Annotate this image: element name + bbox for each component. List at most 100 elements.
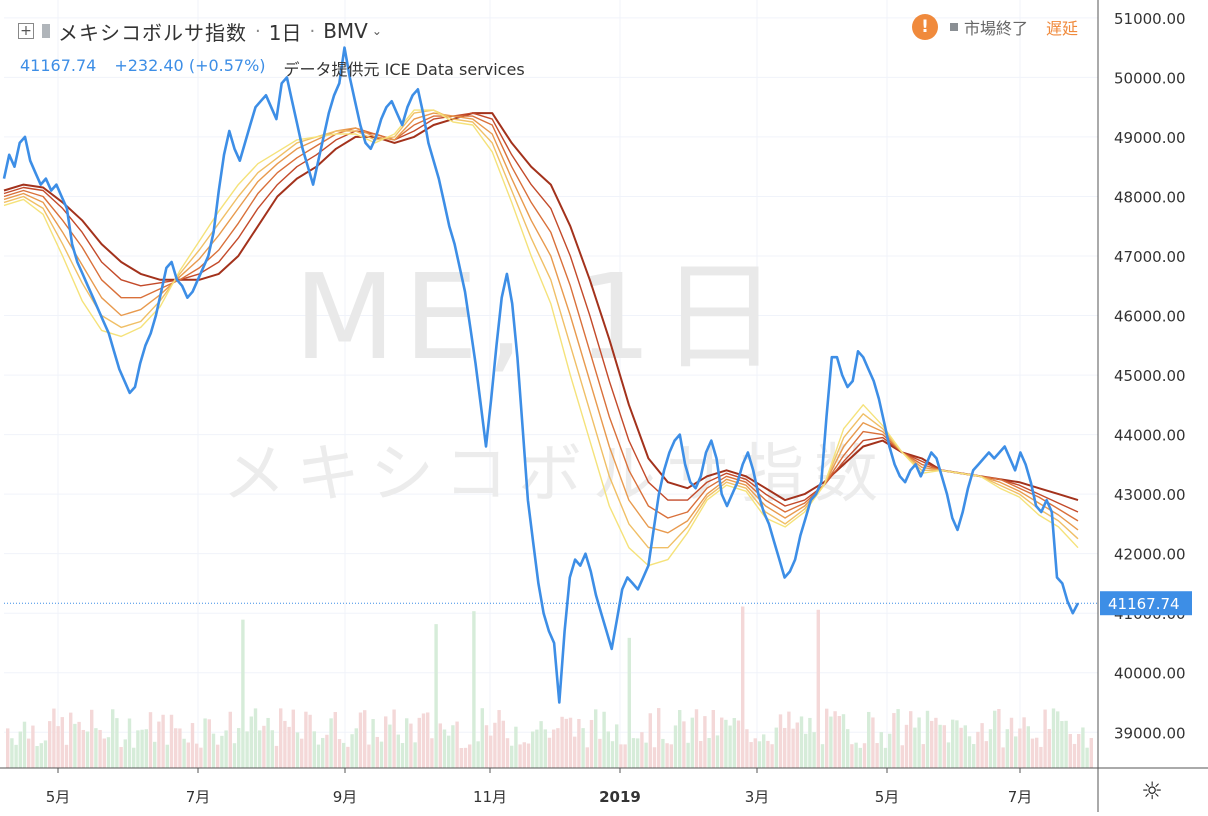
volume-bar (909, 711, 913, 768)
watermark-small: メキシコボルサ指数 (222, 438, 888, 512)
volume-bar (867, 711, 871, 768)
volume-bar (295, 732, 300, 768)
volume-bar (329, 718, 333, 768)
volume-bar (123, 739, 127, 768)
price-change: +232.40 (+0.57%) (114, 56, 266, 75)
volume-bar (707, 738, 711, 768)
volume-bar (1056, 711, 1060, 768)
last-price-tag (1100, 591, 1192, 616)
volume-bar (18, 731, 22, 768)
volume-bar (119, 747, 123, 768)
y-tick-label: 49000.00 (1114, 129, 1186, 147)
volume-bar (682, 721, 686, 768)
volume-bar (560, 716, 564, 768)
exchange-label[interactable]: BMV (323, 19, 368, 43)
volume-bar (442, 729, 447, 768)
delayed-label[interactable]: 遅延 (1046, 19, 1079, 38)
volume-bar (812, 732, 816, 768)
volume-bar (770, 744, 774, 768)
volume-bar (81, 729, 85, 768)
volume-bar (728, 725, 732, 768)
data-provider: データ提供元 ICE Data services (283, 60, 525, 79)
volume-bar (703, 716, 707, 768)
volume-bar (106, 737, 111, 768)
volume-bar (846, 729, 850, 768)
volume-bar (463, 747, 468, 768)
volume-bar (1047, 728, 1051, 768)
volume-bar (64, 744, 69, 768)
volume-bar (1072, 743, 1077, 768)
volume-bar (6, 728, 10, 768)
volume-bar (333, 711, 337, 768)
symbol-row: + メキシコボルサ指数 · 1日 · BMV ⌄ (18, 16, 382, 46)
volume-bar (963, 725, 967, 768)
symbol-name[interactable]: メキシコボルサ指数 (58, 20, 247, 45)
volume-bar (778, 714, 783, 768)
volume-bar (52, 708, 56, 768)
volume-bar (619, 744, 623, 768)
volume-bar (745, 729, 749, 768)
volume-bar (434, 624, 438, 768)
volume-bar (232, 743, 237, 768)
volume-bar (447, 735, 451, 768)
y-tick-label: 51000.00 (1114, 10, 1186, 28)
interval-label[interactable]: 1日 (268, 20, 302, 45)
volume-bar (955, 720, 959, 768)
price-line (2, 46, 1080, 704)
volume-bar (501, 720, 505, 768)
volume-bar (606, 731, 610, 768)
volume-bar (199, 747, 203, 768)
volume-bar (795, 722, 799, 768)
volume-bar (610, 741, 615, 768)
volume-bar (216, 744, 220, 768)
volume-bar (220, 735, 224, 768)
volume-bar (430, 738, 434, 768)
volume-bar (673, 725, 678, 768)
market-closed-label: 市場終了 (964, 19, 1029, 38)
volume-bar (825, 708, 829, 768)
volume-bar (930, 720, 934, 768)
volume-bar (837, 716, 841, 768)
volume-bar (913, 727, 917, 768)
volume-bar (568, 717, 573, 768)
volume-bar (602, 711, 606, 768)
volume-bar (300, 738, 304, 768)
volume-bar (358, 712, 363, 768)
volume-bar (132, 747, 136, 768)
volume-bar (405, 718, 409, 768)
volume-bar (182, 738, 186, 768)
y-tick-label: 46000.00 (1114, 308, 1186, 326)
volume-bar (762, 734, 766, 768)
volume-bar (581, 728, 585, 768)
x-tick-label: 3月 (745, 788, 770, 806)
volume-bar (90, 709, 94, 768)
warning-icon[interactable]: ! (912, 14, 938, 40)
volume-bar (115, 718, 119, 768)
settings-gear-icon[interactable]: ☼ (1141, 777, 1163, 805)
volume-bar (392, 709, 396, 768)
volume-bar (342, 742, 346, 768)
volume-bar (287, 726, 291, 768)
volume-bar (791, 728, 795, 768)
chevron-down-icon[interactable]: ⌄ (371, 24, 382, 38)
volume-bar (455, 721, 459, 768)
volume-bar (518, 744, 522, 768)
y-tick-label: 40000.00 (1114, 665, 1186, 683)
volume-bar (27, 738, 31, 768)
volume-bar (896, 709, 900, 768)
volume-bar (594, 709, 598, 768)
separator-dot: · (255, 20, 261, 42)
y-tick-label: 47000.00 (1114, 248, 1186, 266)
add-compare-icon[interactable]: + (18, 23, 34, 39)
volume-bar (388, 724, 392, 768)
volume-bar (1022, 717, 1026, 768)
volume-bar (1035, 737, 1039, 768)
volume-bar (413, 742, 417, 768)
volume-bar (308, 714, 312, 768)
volume-bar (321, 737, 325, 768)
volume-bar (938, 724, 942, 768)
volume-bar (207, 719, 211, 768)
volume-bar (934, 717, 938, 768)
